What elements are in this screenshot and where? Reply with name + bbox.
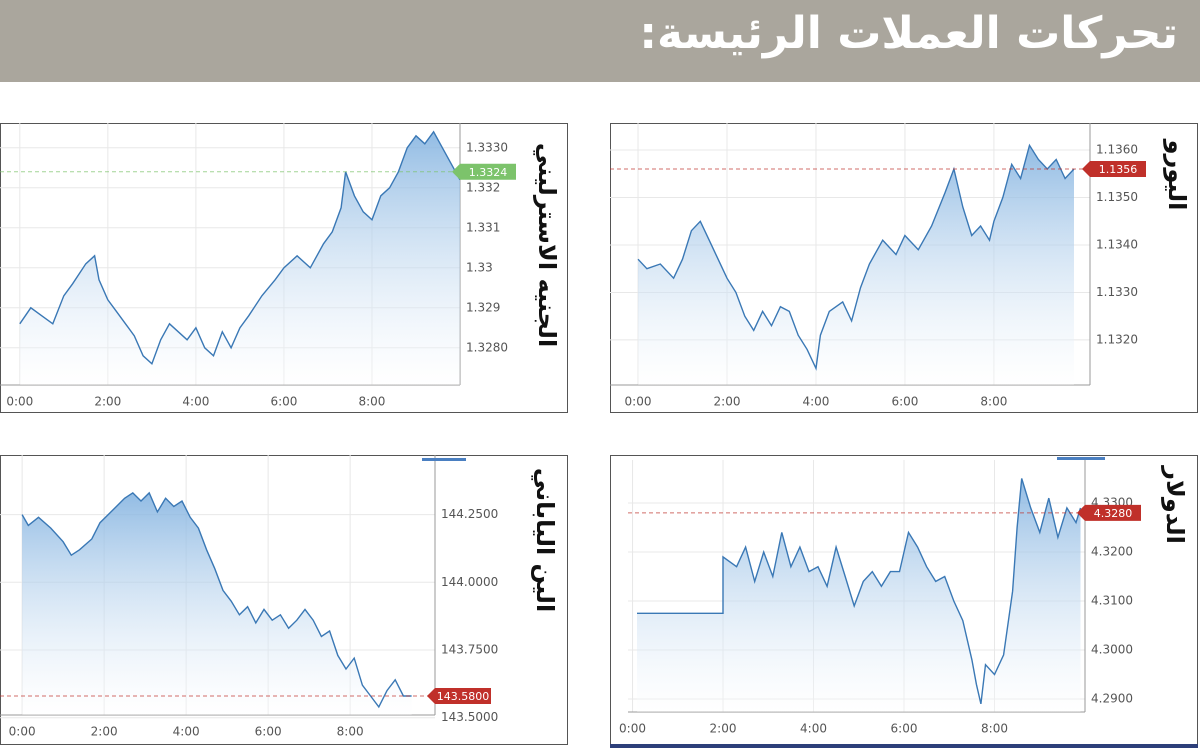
line [19,130,461,366]
x-tick-label: 4:00 [800,722,827,736]
y-tick-label: 144.0000 [441,575,498,589]
y-tick-label: 1.1360 [1096,143,1138,157]
x-tick-label: 6:00 [891,395,918,409]
current-tag [452,163,516,180]
x-tick-label: 2:00 [91,725,118,739]
x-tick-label: 0:00 [625,395,652,409]
x-tick-label: 6:00 [255,725,282,739]
y-tick-label: 1.1320 [1096,332,1138,346]
y-tick-label: 143.5000 [441,710,498,724]
y-tick-label: 4.2900 [1091,692,1133,706]
x-tick-label: 8:00 [337,725,364,739]
x-tick-label: 4:00 [182,395,209,409]
area [19,131,461,385]
current-tag [427,688,491,705]
x-tick-label: 2:00 [94,395,121,409]
y-tick-label: 4.3200 [1091,545,1133,559]
y-tick-label: 1.33 [466,260,493,274]
y-tick-label: 143.7500 [441,643,498,657]
x-tick-label: 8:00 [981,722,1008,736]
x-tick-label: 4:00 [802,395,829,409]
x-tick-label: 4:00 [173,725,200,739]
y-tick-label: 4.3000 [1091,643,1133,657]
x-tick-label: 6:00 [891,722,918,736]
y-tick-label: 144.2500 [441,507,498,521]
x-tick-label: 8:00 [358,395,385,409]
decor-bar [422,458,466,461]
decor-bar [1057,457,1105,460]
current-label: 4.3280 [1094,507,1133,520]
x-tick-label: 0:00 [6,395,33,409]
x-tick-label: 2:00 [710,722,737,736]
line [637,143,1075,371]
x-tick-label: 6:00 [270,395,297,409]
y-tick-label: 1.331 [466,220,500,234]
chart-title: الدولار [1161,465,1189,544]
x-tick-label: 2:00 [714,395,741,409]
chart-title: الين الياباني [531,468,559,612]
header-bar: تحركات العملات الرئيسة: [0,0,1200,82]
x-tick-label: 0:00 [9,725,36,739]
y-tick-label: 1.3330 [466,140,508,154]
y-tick-label: 1.1330 [1096,285,1138,299]
current-label: 1.1356 [1099,163,1138,176]
current-tag [1082,161,1146,178]
y-tick-label: 1.1340 [1096,237,1138,251]
line [637,478,1082,705]
y-tick-label: 1.332 [466,180,500,194]
y-tick-label: 1.3280 [466,340,508,354]
chart-title: اليورو [1163,139,1191,211]
y-tick-label: 1.329 [466,300,500,314]
x-tick-label: 0:00 [619,722,646,736]
y-tick-label: 4.3100 [1091,594,1133,608]
chart-title: الجنيه الاسترليني [533,143,561,347]
current-tag [1077,504,1141,521]
current-label: 1.3324 [469,166,508,179]
area [638,145,1074,385]
line [21,491,412,709]
current-label: 143.5800 [437,690,490,703]
x-tick-label: 8:00 [980,395,1007,409]
decor-bar [610,744,1198,748]
area [22,492,412,715]
header-title: تحركات العملات الرئيسة: [639,8,1178,59]
y-tick-label: 1.1350 [1096,190,1138,204]
